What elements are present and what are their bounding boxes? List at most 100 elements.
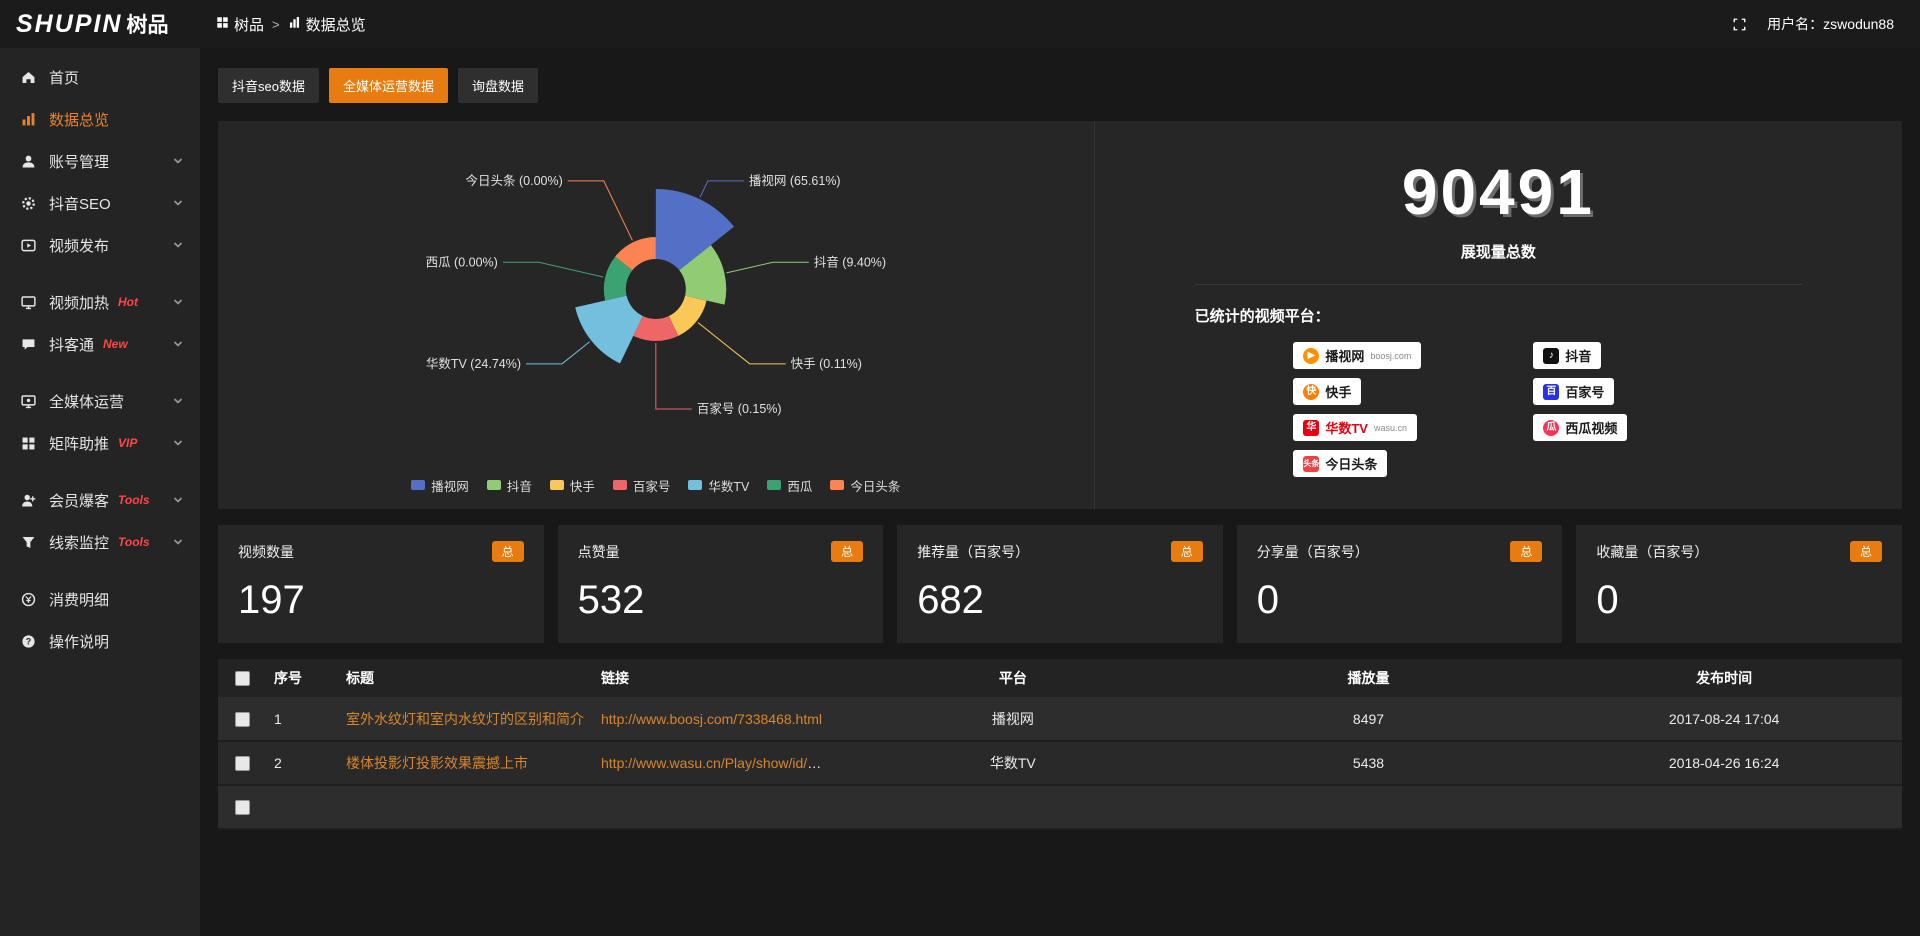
platform-name: 抖音 bbox=[1565, 349, 1592, 364]
row-checkbox[interactable] bbox=[234, 756, 250, 772]
cell-title: 楼体投影灯投影效果震撼上市 bbox=[338, 741, 593, 786]
legend-swatch bbox=[486, 480, 501, 490]
video-title-link[interactable]: 楼体投影灯投影效果震撼上市 bbox=[346, 755, 528, 771]
sidebar-item-leads[interactable]: 线索监控 Tools bbox=[0, 521, 200, 563]
video-url-link[interactable]: http://www.boosj.com/7338468.html bbox=[601, 710, 823, 727]
stat-card-total-badge[interactable]: 总 bbox=[491, 541, 524, 562]
platform-badge: 百百家号 bbox=[1533, 378, 1615, 405]
money-icon bbox=[20, 591, 38, 608]
main-content: 抖音seo数据 全媒体运营数据 询盘数据 播视网 (65.61%) 抖音 (9.40%… bbox=[200, 48, 1920, 936]
sidebar-item-label: 抖音SEO bbox=[49, 195, 111, 213]
sidebar-item-home[interactable]: 首页 bbox=[0, 56, 200, 98]
pie-slice-抖音[interactable] bbox=[679, 245, 727, 305]
row-checkbox[interactable] bbox=[234, 711, 250, 727]
sidebar-item-matrix[interactable]: 矩阵助推 VIP bbox=[0, 422, 200, 464]
username-menu[interactable]: 用户名：zswodun88 bbox=[1767, 16, 1894, 32]
chart-legend: 播视网 抖音 快手 百家号 华数TV 西瓜 今日头条 bbox=[218, 476, 1094, 496]
breadcrumb: 树品 > 数据总览 bbox=[216, 14, 366, 35]
platform-badges: ▶ 播视网 boosj.com 快快手华华数TV wasu.cn 头条 今日头条 ♪ 抖音百百家… bbox=[1135, 342, 1862, 486]
slice-label: 西瓜 (0.00%) bbox=[426, 255, 498, 269]
member-icon bbox=[20, 492, 38, 509]
sidebar-item-member[interactable]: 会员爆客 Tools bbox=[0, 479, 200, 521]
stat-card-value: 682 bbox=[917, 578, 984, 622]
row-checkbox[interactable] bbox=[234, 800, 250, 816]
stat-cards-row: 视频数量总 197 点赞量总 532 推荐量（百家号）总 682 分享量（百家号）总 0 收藏量… bbox=[218, 525, 1902, 643]
pie-slice-百家号[interactable] bbox=[633, 316, 679, 341]
slice-label: 快手 (0.11%) bbox=[791, 357, 862, 371]
sidebar-item-label: 会员爆客 bbox=[49, 492, 110, 510]
platform-name: 百家号 bbox=[1565, 385, 1605, 400]
stat-card-total-badge[interactable]: 总 bbox=[1170, 541, 1203, 562]
sidebar-item-overview[interactable]: 数据总览 bbox=[0, 98, 200, 140]
sidebar-tag-new: New bbox=[103, 337, 128, 351]
platform-domain: wasu.cn bbox=[1373, 422, 1407, 433]
tab-0[interactable]: 抖音seo数据 bbox=[218, 68, 319, 103]
cell-platform: 华数TV bbox=[835, 741, 1191, 786]
stat-card-total-badge[interactable]: 总 bbox=[831, 541, 864, 562]
sidebar-item-publish[interactable]: 视频发布 bbox=[0, 224, 200, 266]
table-header-cell: 链接 bbox=[593, 659, 835, 697]
wasu-icon: 华 bbox=[1303, 419, 1320, 436]
stat-card-title: 点赞量 bbox=[577, 543, 620, 560]
pie-slice-华数TV[interactable] bbox=[575, 295, 643, 364]
cell-platform bbox=[835, 785, 1191, 830]
legend-item[interactable]: 抖音 bbox=[486, 476, 532, 495]
sidebar-item-douyin-seo[interactable]: 抖音SEO bbox=[0, 182, 200, 224]
pie-slice-快手[interactable] bbox=[668, 295, 707, 336]
platform-badge: 华华数TV wasu.cn bbox=[1293, 414, 1417, 441]
chat-icon bbox=[20, 336, 38, 353]
chevron-down-icon bbox=[172, 239, 184, 251]
legend-swatch bbox=[411, 480, 426, 490]
chevron-down-icon bbox=[172, 494, 184, 506]
breadcrumb-current[interactable]: 数据总览 bbox=[288, 14, 366, 35]
breadcrumb-root[interactable]: 树品 bbox=[216, 14, 264, 35]
sidebar-item-account[interactable]: 账号管理 bbox=[0, 140, 200, 182]
tab-1[interactable]: 全媒体运营数据 bbox=[328, 68, 448, 103]
fullscreen-icon[interactable] bbox=[1732, 17, 1747, 32]
legend-item[interactable]: 播视网 bbox=[411, 476, 469, 495]
app-logo[interactable]: SHUPIN 树品 bbox=[0, 9, 200, 39]
stat-card-total-badge[interactable]: 总 bbox=[1510, 541, 1543, 562]
svg-text:?: ? bbox=[26, 636, 31, 646]
sidebar-item-label: 全媒体运营 bbox=[49, 393, 125, 411]
legend-swatch bbox=[549, 480, 564, 490]
platform-name: 华数TV bbox=[1325, 421, 1368, 436]
legend-item[interactable]: 华数TV bbox=[688, 476, 749, 495]
chart-bars-icon bbox=[288, 16, 301, 33]
label-leader-line bbox=[697, 322, 786, 365]
stat-card-4: 收藏量（百家号） 总 0 bbox=[1576, 525, 1902, 643]
sidebar-item-douketong[interactable]: 抖客通 New bbox=[0, 323, 200, 365]
select-all-checkbox[interactable] bbox=[234, 671, 250, 687]
pie-slice-西瓜[interactable] bbox=[603, 256, 633, 301]
video-title-link[interactable]: 室外水纹灯和室内水纹灯的区别和简介 bbox=[346, 710, 584, 727]
legend-item[interactable]: 西瓜 bbox=[767, 476, 812, 495]
video-url-link[interactable]: http://www.wasu.cn/Play/show/id/952... bbox=[601, 755, 835, 771]
slice-label: 百家号 (0.15%) bbox=[697, 401, 782, 416]
pie-slice-今日头条[interactable] bbox=[615, 237, 656, 271]
label-leader-line bbox=[699, 180, 744, 198]
grid-icon bbox=[20, 435, 38, 452]
xigua-icon: 瓜 bbox=[1543, 419, 1560, 436]
boosj-icon: ▶ bbox=[1303, 347, 1320, 364]
legend-item[interactable]: 快手 bbox=[549, 476, 595, 495]
cell-link: http://www.wasu.cn/Play/show/id/952... bbox=[593, 741, 835, 786]
stat-card-total-badge[interactable]: 总 bbox=[1849, 541, 1882, 562]
legend-item[interactable]: 百家号 bbox=[612, 476, 670, 495]
legend-item[interactable]: 今日头条 bbox=[830, 476, 900, 495]
slice-label: 抖音 (9.40%) bbox=[814, 254, 886, 269]
sidebar-item-label: 首页 bbox=[49, 69, 80, 87]
cell-plays: 8497 bbox=[1190, 697, 1547, 742]
pie-slice-播视网[interactable] bbox=[655, 189, 735, 271]
sidebar-item-expense[interactable]: 消费明细 bbox=[0, 578, 200, 620]
cell-title bbox=[338, 785, 593, 830]
sidebar-item-label: 线索监控 bbox=[49, 534, 110, 552]
app-grid-icon bbox=[216, 16, 229, 33]
sidebar-item-media[interactable]: 全媒体运营 bbox=[0, 380, 200, 422]
home-icon bbox=[20, 69, 38, 86]
tab-2[interactable]: 询盘数据 bbox=[457, 68, 538, 103]
overview-panel: 播视网 (65.61%) 抖音 (9.40%) 快手 (0.11%) 百家号 (0.1… bbox=[218, 121, 1902, 509]
sidebar-item-label: 抖客通 bbox=[49, 336, 95, 354]
chevron-down-icon bbox=[172, 338, 184, 350]
sidebar-item-heat[interactable]: 视频加热 Hot bbox=[0, 281, 200, 323]
sidebar-item-help[interactable]: ? 操作说明 bbox=[0, 620, 200, 662]
